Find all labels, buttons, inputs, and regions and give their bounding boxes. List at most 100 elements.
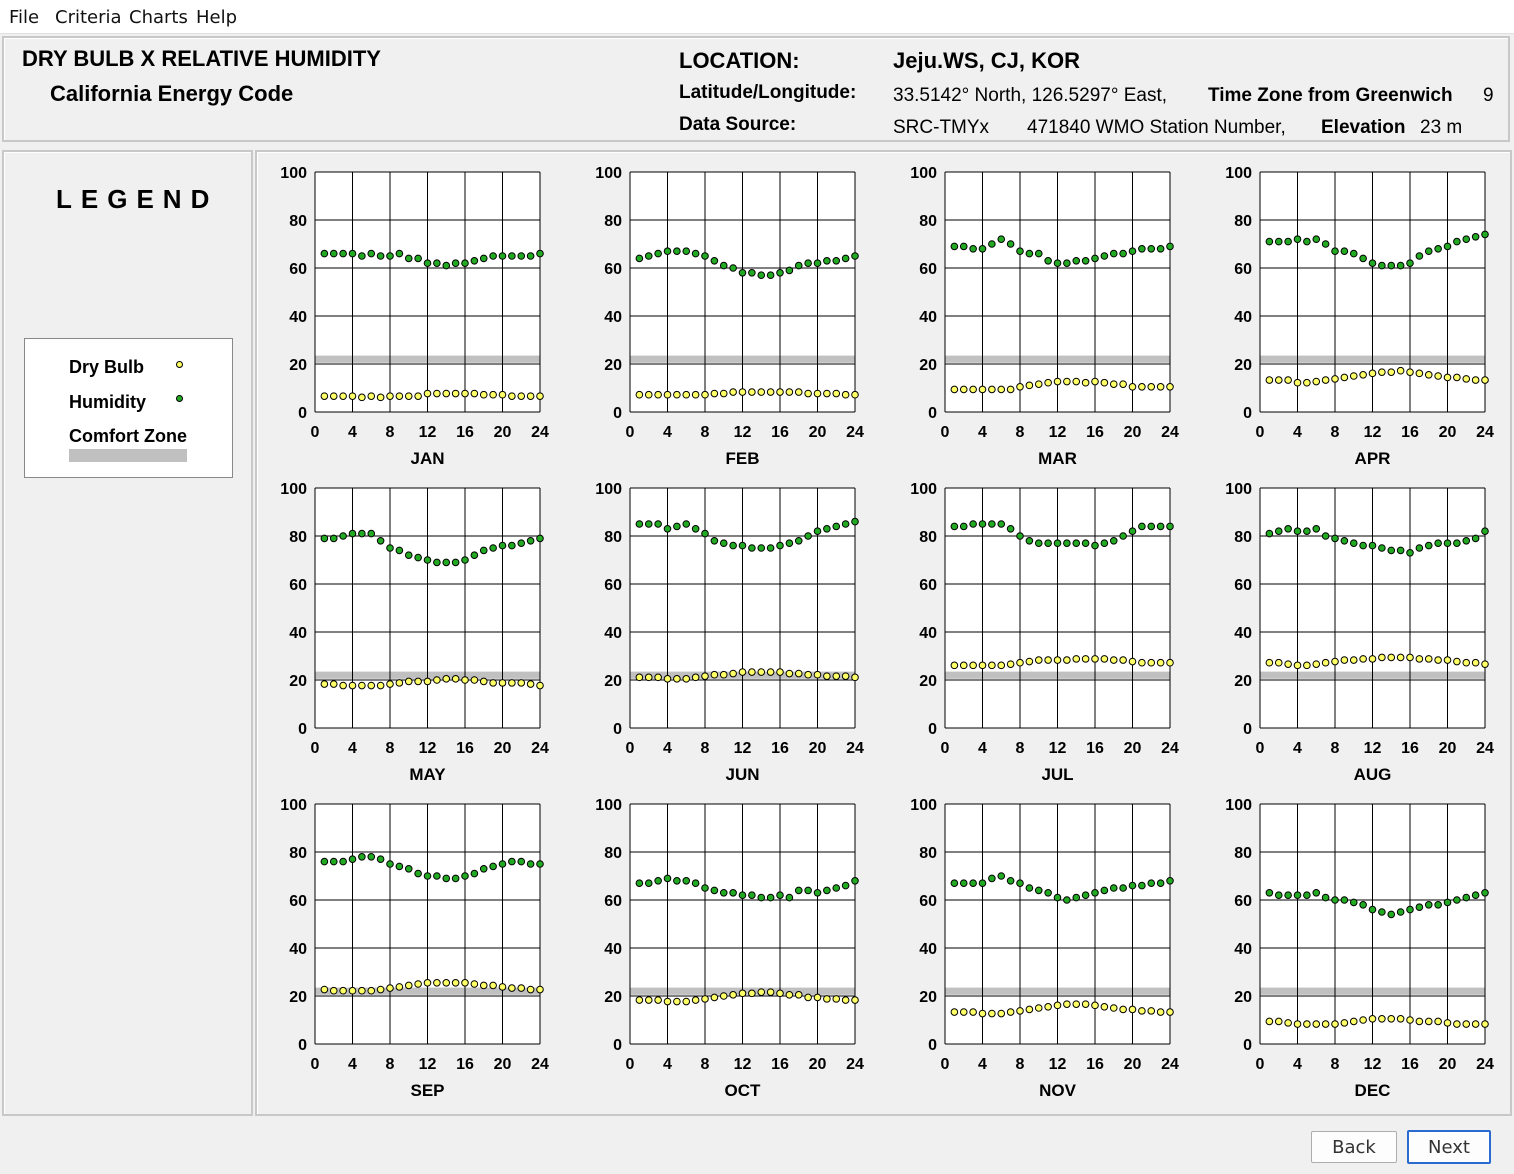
dry-bulb-point [320, 985, 329, 994]
y-tick-label: 100 [910, 165, 937, 182]
x-tick-label: 0 [626, 1056, 635, 1073]
dry-bulb-point [691, 673, 700, 682]
y-tick-label: 20 [604, 989, 622, 1006]
dry-bulb-point [1387, 1015, 1396, 1023]
dry-bulb-point [1321, 1020, 1330, 1028]
dry-bulb-point [320, 680, 329, 688]
dry-bulb-point [1424, 655, 1433, 663]
menu-charts[interactable]: Charts [129, 7, 188, 28]
dry-bulb-point [654, 673, 662, 682]
humidity-point [1147, 879, 1156, 888]
y-tick-label: 100 [595, 481, 622, 498]
humidity-point [358, 853, 366, 861]
dry-bulb-point [1072, 655, 1081, 663]
dry-bulb-point [442, 675, 451, 683]
chart-may: 0 20 40 60 80 100 0 4 8 12 16 20 24 MAY [280, 481, 549, 784]
dry-bulb-point [969, 385, 977, 394]
dry-bulb-point [1025, 1005, 1034, 1014]
humidity-point [950, 242, 959, 251]
humidity-point [1006, 240, 1015, 248]
y-tick-label: 80 [604, 213, 622, 230]
humidity-point [1303, 527, 1311, 536]
legend-panel: LEGEND Dry Bulb Humidity Comfort Zone [2, 150, 253, 1116]
dry-bulb-point [738, 989, 747, 998]
dry-bulb-point [1415, 1017, 1424, 1026]
humidity-point [988, 240, 996, 248]
humidity-point [1368, 541, 1377, 550]
dry-bulb-point [813, 670, 822, 679]
humidity-point [1138, 881, 1146, 890]
humidity-point [1481, 889, 1489, 897]
back-button[interactable]: Back [1311, 1131, 1397, 1163]
humidity-point [1044, 257, 1052, 265]
humidity-point [1147, 245, 1156, 253]
dry-bulb-point [508, 679, 516, 687]
y-tick-label: 100 [1225, 797, 1252, 814]
x-tick-label: 12 [734, 1056, 752, 1073]
dry-bulb-point [1138, 1007, 1146, 1015]
humidity-point [823, 525, 831, 533]
dry-bulb-point [1100, 1003, 1109, 1011]
dry-bulb-point [414, 392, 422, 400]
y-tick-label: 100 [1225, 165, 1252, 182]
dry-bulb-point [776, 989, 784, 998]
humidity-point [1321, 240, 1330, 248]
dry-bulb-point [719, 992, 728, 1000]
y-tick-label: 40 [604, 625, 622, 642]
dry-bulb-point [348, 392, 357, 400]
humidity-point [1156, 879, 1165, 888]
y-tick-label: 80 [1234, 529, 1252, 546]
dry-bulb-point [823, 389, 831, 398]
y-tick-label: 80 [919, 845, 937, 862]
menu-criteria[interactable]: Criteria [55, 7, 122, 28]
dry-bulb-point [738, 388, 747, 396]
dry-bulb-point [851, 390, 859, 399]
next-button[interactable]: Next [1407, 1130, 1491, 1164]
x-tick-label: 16 [1086, 740, 1104, 757]
y-tick-label: 80 [1234, 213, 1252, 230]
humidity-point [959, 242, 968, 251]
chart-dec: 0 20 40 60 80 100 0 4 8 12 16 20 24 DEC [1225, 797, 1494, 1100]
dry-bulb-point [1387, 653, 1396, 662]
humidity-point [498, 860, 507, 868]
dry-bulb-point [1025, 381, 1034, 390]
dry-bulb-point [691, 390, 700, 399]
dry-bulb-point [1340, 656, 1349, 664]
x-tick-label: 4 [1293, 740, 1302, 757]
x-tick-label: 4 [978, 424, 987, 441]
humidity-point [1406, 259, 1414, 267]
humidity-point [451, 259, 460, 267]
x-tick-label: 4 [1293, 424, 1302, 441]
dry-bulb-point [959, 661, 968, 670]
humidity-point [969, 879, 977, 888]
x-tick-label: 24 [1161, 740, 1179, 757]
dry-bulb-point [1147, 1007, 1156, 1015]
humidity-point [1359, 901, 1367, 909]
humidity-point [1128, 527, 1137, 536]
humidity-point [423, 556, 432, 564]
dry-bulb-point [1321, 376, 1330, 384]
x-tick-label: 16 [1401, 424, 1419, 441]
humidity-point [536, 249, 544, 258]
dry-bulb-point [832, 389, 841, 398]
y-tick-label: 60 [604, 893, 622, 910]
dry-bulb-point [1128, 383, 1137, 391]
dry-bulb-point [1303, 378, 1311, 387]
humidity-point [738, 269, 747, 277]
dry-bulb-point [1368, 369, 1377, 378]
menu-file[interactable]: File [9, 7, 40, 28]
humidity-point [959, 522, 968, 531]
dry-bulb-point [682, 997, 691, 1006]
legend-humidity-marker [176, 395, 183, 402]
x-tick-label: 4 [348, 1056, 357, 1073]
dry-bulb-point [682, 675, 691, 683]
dry-bulb-point [367, 681, 376, 690]
y-tick-label: 60 [604, 261, 622, 278]
humidity-point [442, 874, 451, 883]
dry-bulb-point [1312, 660, 1321, 668]
humidity-point [682, 877, 691, 885]
menu-help[interactable]: Help [196, 7, 238, 28]
dry-bulb-point [1481, 660, 1489, 668]
dry-bulb-point [508, 984, 516, 992]
dry-bulb-point [635, 390, 644, 399]
